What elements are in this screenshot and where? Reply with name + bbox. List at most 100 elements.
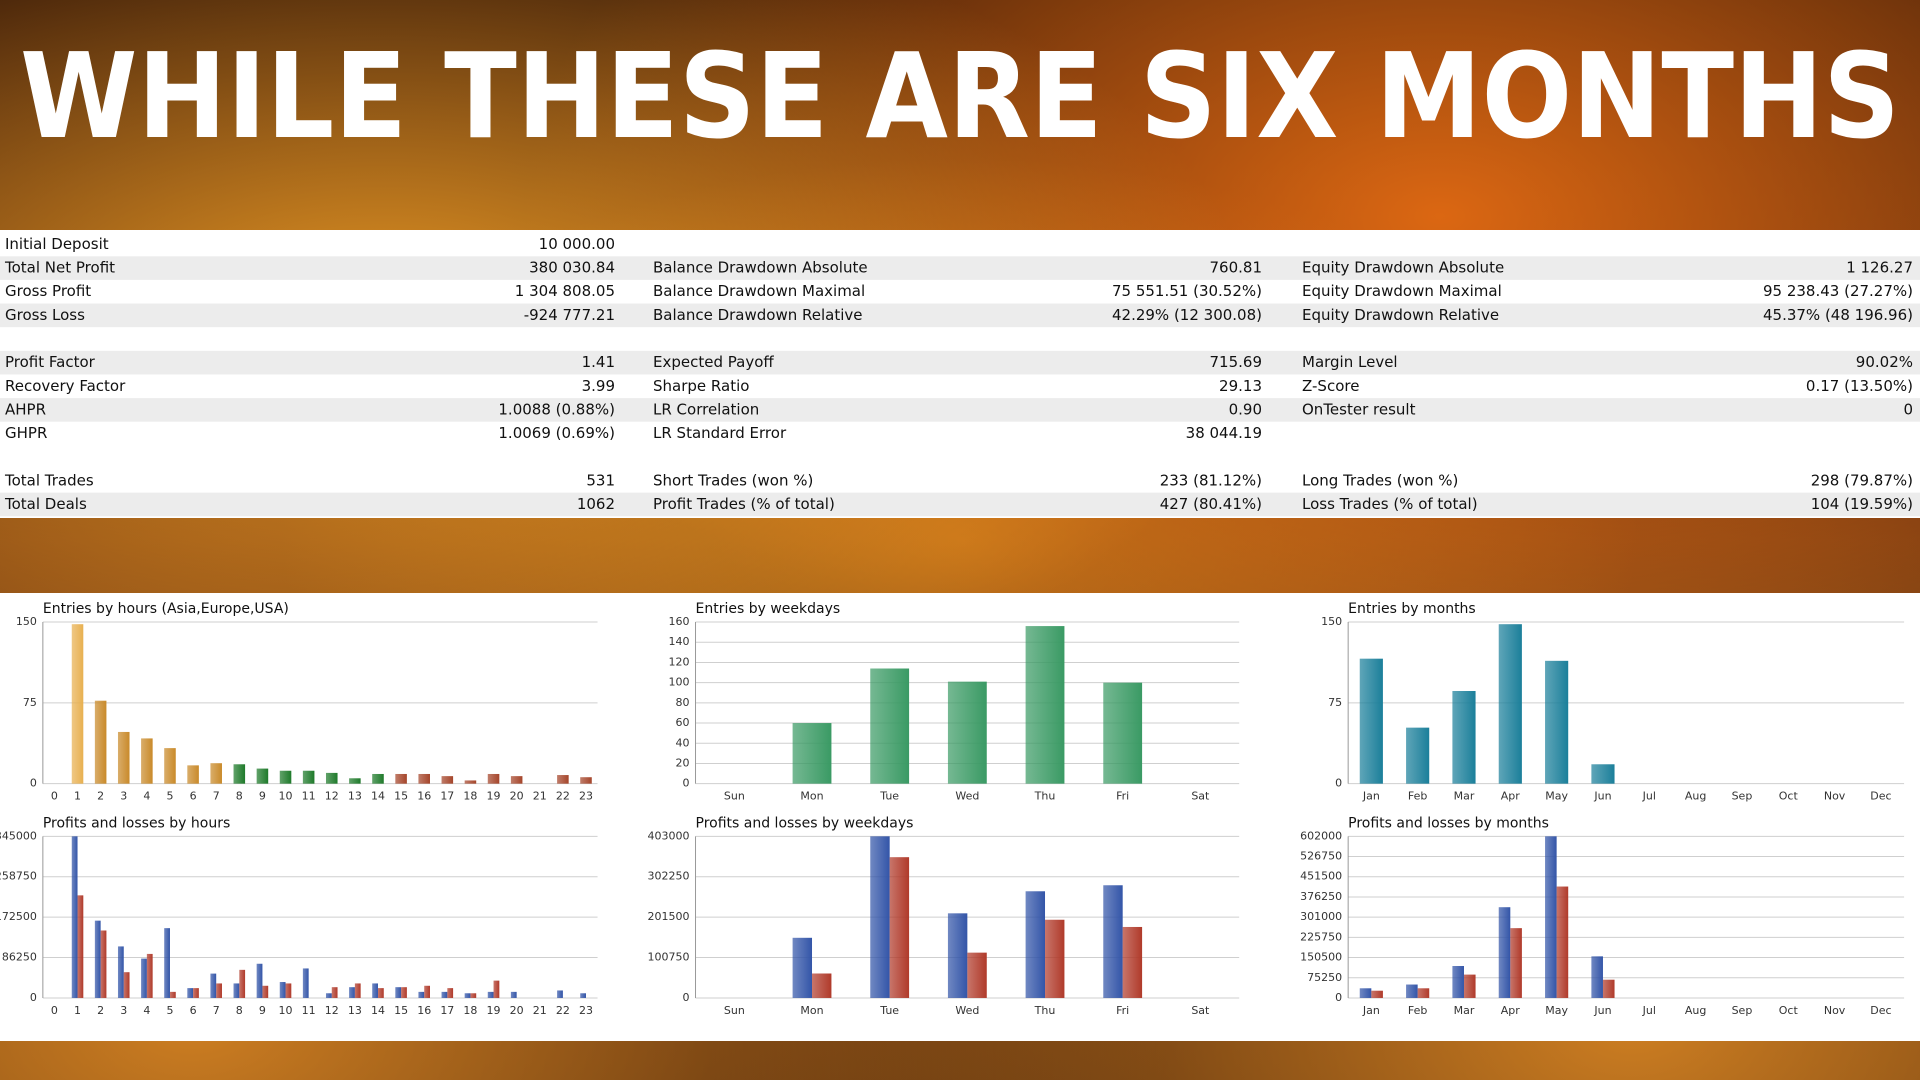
bar <box>233 983 240 998</box>
bar <box>947 913 968 998</box>
bar <box>331 987 338 998</box>
bar <box>146 953 153 998</box>
bar <box>1463 974 1476 998</box>
bar <box>123 972 130 998</box>
x-tick-label: Fri <box>1116 1004 1129 1017</box>
x-tick-label: 1 <box>74 790 81 803</box>
y-tick-label: 376250 <box>1300 890 1342 903</box>
chart-title: Entries by months <box>1348 601 1476 617</box>
bar <box>1498 624 1522 784</box>
stat-value: 1.41 <box>582 353 615 371</box>
x-tick-label: 13 <box>348 790 362 803</box>
stat-value: 427 (80.41%) <box>1160 495 1262 513</box>
x-tick-label: 21 <box>533 1004 547 1017</box>
bar <box>349 778 361 784</box>
x-tick-label: 20 <box>510 790 524 803</box>
bar <box>164 748 176 784</box>
bar <box>285 983 292 998</box>
chart: Entries by weekdays 0 20 40 60 80 100 120 140 160… <box>669 601 1240 803</box>
x-tick-label: 23 <box>579 1004 593 1017</box>
bar <box>870 668 910 784</box>
bar <box>100 930 107 998</box>
stat-value: 1 126.27 <box>1846 259 1913 277</box>
x-tick-label: Mon <box>800 1004 823 1017</box>
bar <box>1591 764 1615 784</box>
x-tick-label: 11 <box>302 1004 316 1017</box>
bar <box>464 993 471 998</box>
x-tick-label: May <box>1545 790 1568 803</box>
stat-label: Total Deals <box>4 495 87 513</box>
bar <box>792 723 832 784</box>
x-tick-label: 5 <box>166 1004 173 1017</box>
bar <box>1025 891 1046 998</box>
bar <box>447 988 454 998</box>
bar <box>94 920 101 998</box>
y-tick-label: 302250 <box>648 870 690 883</box>
x-tick-label: 18 <box>463 790 477 803</box>
bar <box>141 958 147 998</box>
x-tick-label: 17 <box>440 1004 454 1017</box>
x-tick-label: Sep <box>1732 1004 1753 1017</box>
stat-label: Long Trades (won %) <box>1302 471 1458 489</box>
stat-label: Expected Payoff <box>653 353 774 371</box>
x-tick-label: 4 <box>143 1004 150 1017</box>
y-tick-label: 140 <box>669 635 690 648</box>
x-tick-label: May <box>1545 1004 1568 1017</box>
bar <box>302 968 309 998</box>
bar <box>210 763 222 784</box>
x-tick-label: Sep <box>1732 790 1753 803</box>
bar <box>441 776 454 784</box>
stat-label: Equity Drawdown Maximal <box>1302 282 1502 300</box>
bar <box>325 772 338 784</box>
x-tick-label: 14 <box>371 1004 385 1017</box>
y-tick-label: 100750 <box>648 951 690 964</box>
bar <box>256 963 263 998</box>
stat-value: 1.0069 (0.69%) <box>498 424 615 442</box>
stat-label: Short Trades (won %) <box>653 471 813 489</box>
stat-label: Profit Trades (% of total) <box>653 495 835 513</box>
bar <box>395 987 402 998</box>
bar <box>1452 691 1476 784</box>
y-tick-label: 40 <box>676 736 690 749</box>
bar <box>187 988 194 998</box>
bar <box>1591 956 1603 998</box>
bar <box>1545 836 1557 998</box>
y-tick-label: 0 <box>1335 777 1342 790</box>
bar <box>1359 988 1372 998</box>
x-tick-label: Apr <box>1501 1004 1521 1017</box>
x-tick-label: 22 <box>556 1004 570 1017</box>
x-tick-label: 21 <box>533 790 547 803</box>
bar <box>1417 988 1430 998</box>
bar <box>71 624 84 784</box>
stat-label: GHPR <box>5 424 47 442</box>
bar <box>1510 928 1522 998</box>
stat-label: Recovery Factor <box>5 377 126 395</box>
x-tick-label: Dec <box>1870 790 1891 803</box>
bar <box>889 857 910 998</box>
bar <box>870 836 890 998</box>
bar <box>349 987 355 998</box>
y-tick-label: 150500 <box>1300 951 1342 964</box>
stat-label: LR Standard Error <box>653 424 787 442</box>
x-tick-label: 13 <box>348 1004 362 1017</box>
stat-value: 380 030.84 <box>529 259 615 277</box>
x-tick-label: Thu <box>1034 790 1056 803</box>
x-tick-label: 7 <box>213 1004 220 1017</box>
bar <box>792 937 813 998</box>
stat-value: 104 (19.59%) <box>1811 495 1913 513</box>
stat-value: 45.37% (48 196.96) <box>1763 306 1913 324</box>
x-tick-label: Sun <box>724 1004 745 1017</box>
bar <box>233 764 246 784</box>
y-tick-label: 602000 <box>1300 829 1342 842</box>
y-tick-label: 120 <box>669 655 690 668</box>
x-tick-label: 16 <box>417 790 431 803</box>
bar <box>470 993 477 998</box>
y-tick-label: 100 <box>669 676 690 689</box>
y-tick-label: 80 <box>676 696 690 709</box>
stat-value: 38 044.19 <box>1186 424 1262 442</box>
bar <box>487 773 500 784</box>
x-tick-label: 6 <box>190 1004 197 1017</box>
bar <box>418 773 430 784</box>
x-tick-label: 11 <box>302 790 316 803</box>
x-tick-label: 19 <box>487 1004 501 1017</box>
